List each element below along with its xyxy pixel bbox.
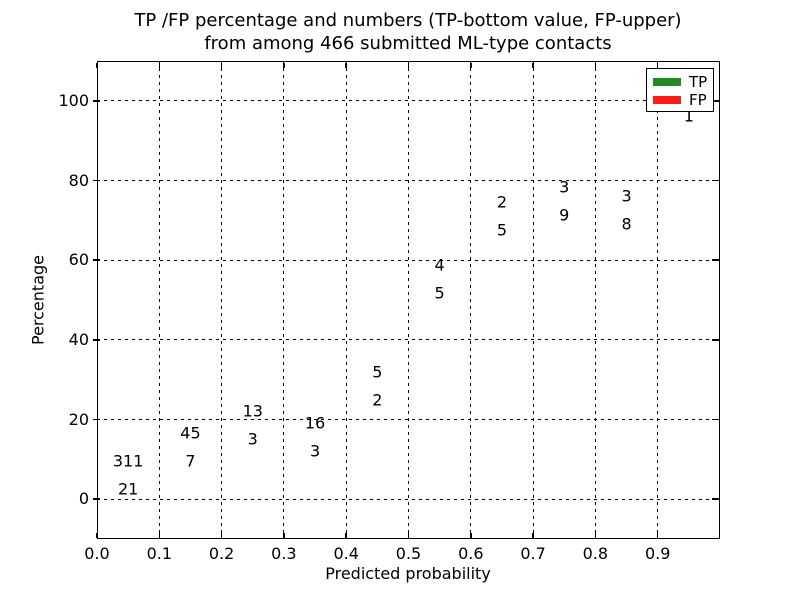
legend-patch-tp <box>653 78 681 86</box>
x-tick-label: 0.4 <box>333 544 359 563</box>
x-tick-label: 0.5 <box>395 544 422 563</box>
x-tick-label: 0.1 <box>146 544 173 563</box>
y-tick-label: 100 <box>58 90 89 110</box>
x-tick-label: 0.0 <box>84 544 110 563</box>
y-tick-label: 20 <box>68 409 89 429</box>
chart-title-line1: TP /FP percentage and numbers (TP-bottom… <box>134 10 682 31</box>
x-tick-label: 0.2 <box>208 544 235 563</box>
y-tick-label: 0 <box>78 489 89 509</box>
x-tick-label: 0.6 <box>458 544 484 563</box>
x-axis-label: Predicted probability <box>325 564 491 583</box>
chart-title-line2: from among 466 submitted ML-type contact… <box>204 33 612 54</box>
x-tick-label: 0.7 <box>520 544 546 563</box>
legend-label: FP <box>689 91 707 109</box>
legend-label: TP <box>689 73 708 91</box>
legend-entry-fp: FP <box>653 91 713 109</box>
plot-area <box>97 61 720 539</box>
y-axis-label: Percentage <box>28 254 48 346</box>
legend-entry-tp: TP <box>653 73 713 91</box>
legend: TP FP <box>646 68 714 112</box>
chart-title: TP /FP percentage and numbers (TP-bottom… <box>134 9 681 55</box>
y-tick-label: 80 <box>68 170 89 190</box>
x-tick-label: 0.9 <box>644 544 671 563</box>
legend-patch-fp <box>653 96 681 104</box>
x-tick-label: 0.3 <box>271 544 297 563</box>
x-tick-label: 0.8 <box>582 544 609 563</box>
